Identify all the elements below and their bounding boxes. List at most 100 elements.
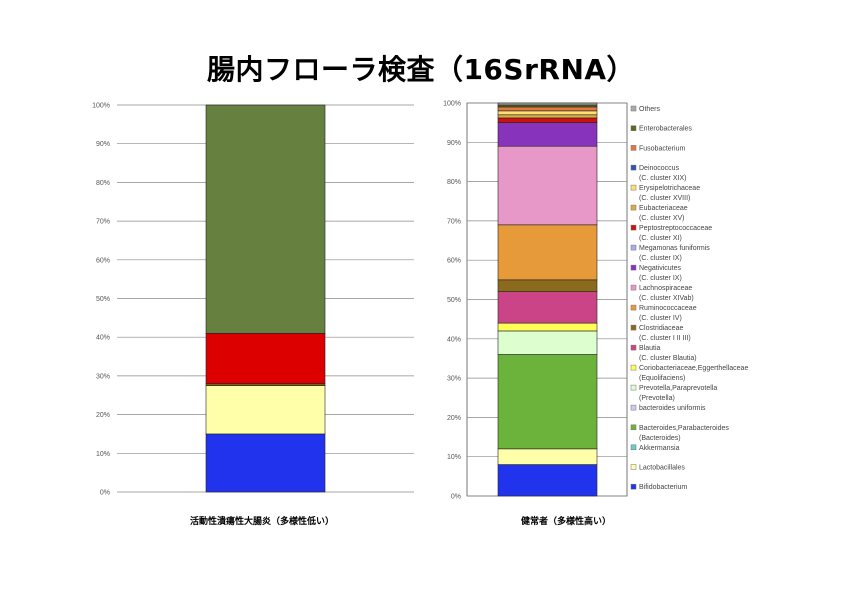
legend-label: Lactobacillales (639, 465, 685, 472)
y-tick-label: 10% (96, 451, 110, 458)
legend-label: Bifidobacterium (639, 484, 687, 491)
bar-segment (497, 114, 598, 119)
y-tick-label: 30% (447, 376, 461, 383)
legend-label: (Prevotella) (639, 395, 675, 402)
legend-label: (C. cluster IX) (639, 275, 682, 282)
legend-entry: Enterobacterales (630, 125, 692, 133)
legend-label: (C. cluster IX) (639, 255, 682, 262)
legend-entry: Blautia (C. cluster Blautia) (630, 344, 697, 362)
legend-entry: Lachnospiraceae (C. cluster XIVab) (630, 284, 694, 302)
bar-segment (497, 322, 598, 332)
y-tick-label: 60% (96, 257, 110, 264)
legend-swatch (630, 204, 637, 211)
legend-label: bacteroides uniformis (639, 405, 706, 412)
legend-swatch (630, 404, 637, 411)
legend-label: (C. cluster XI) (639, 235, 682, 242)
legend-swatch (630, 424, 637, 431)
y-tick-label: 70% (96, 219, 110, 226)
y-tick-label: 100% (92, 103, 110, 110)
legend-label: Negativicutes (639, 265, 682, 272)
bar-segment (497, 224, 598, 281)
y-tick-label: 90% (447, 140, 461, 147)
bar-segment (497, 145, 598, 226)
legend-entry: Eubacteriaceae (C. cluster XV) (630, 204, 688, 222)
legend-entry: Others (630, 105, 661, 113)
bar-segment (497, 117, 598, 123)
legend-entry: Prevotella,Paraprevotella (Prevotella) (630, 384, 717, 402)
legend-swatch (630, 344, 637, 351)
y-tick-label: 0% (100, 490, 110, 497)
legend-label: (C. cluster XIVab) (639, 295, 694, 302)
bar-segment (205, 333, 326, 384)
chart-healthy: 0% 10% 20% 30% 40% 50% 60% 70% 80% 90% 100% 健常者（多様性… (443, 101, 748, 528)
legend-label: Akkermansia (639, 445, 680, 452)
bar-segment (497, 106, 598, 112)
y-tick-label: 80% (447, 179, 461, 186)
y-tick-label: 70% (447, 218, 461, 225)
legend-label: Clostridiaceae (639, 325, 683, 332)
legend-swatch (630, 483, 637, 490)
bar-segment (497, 448, 598, 465)
bar-segment (497, 122, 598, 147)
legend-label: Blautia (639, 345, 661, 352)
legend-label: (Bacteroides) (639, 435, 681, 442)
legend-entry: Fusobacterium (630, 145, 685, 152)
legend-label: Peptostreptococcaceae (639, 225, 712, 232)
y-tick-label: 20% (447, 415, 461, 422)
bar-segment (497, 464, 598, 497)
y-tick-label: 80% (96, 180, 110, 187)
bar-segment (205, 104, 326, 334)
legend-label: (Equolifaciens) (639, 375, 685, 382)
legend-label: Ruminococcaceae (639, 305, 697, 312)
legend-entry: Peptostreptococcaceae (C. cluster XI) (630, 224, 712, 242)
legend-label: (C. cluster IV) (639, 315, 682, 322)
legend-swatch (630, 264, 637, 271)
legend-swatch (630, 324, 637, 331)
y-tick-label: 30% (96, 373, 110, 380)
page-title: 腸内フローラ検査（16SrRNA） (206, 53, 636, 86)
legend-label: (C. cluster XIX) (639, 175, 686, 182)
chart-caption: 健常者（多様性高い） (521, 515, 611, 527)
legend-swatch (630, 284, 637, 291)
bar-segment (497, 102, 598, 106)
legend-label: (C. cluster Blautia) (639, 355, 697, 362)
legend-label: (C. cluster I II III) (639, 335, 691, 342)
y-tick-label: 40% (447, 336, 461, 343)
legend-entry: Deinococcus (C. cluster XIX) (630, 164, 686, 182)
legend-entry: Ruminococcaceae (C. cluster IV) (630, 304, 697, 322)
y-tick-label: 50% (96, 296, 110, 303)
legend-swatch (630, 145, 637, 151)
legend-entry: Negativicutes (C. cluster IX) (630, 264, 682, 282)
legend-label: Lachnospiraceae (639, 285, 692, 292)
bar-segment (497, 279, 598, 292)
legend-entry: bacteroides uniformis (630, 404, 706, 412)
legend-label: Prevotella,Paraprevotella (639, 385, 717, 392)
bar-segment (497, 110, 598, 116)
bar-segment (205, 433, 326, 493)
legend-label: Coriobacteriaceae,Eggerthellaceae (639, 365, 748, 372)
legend: Others Enterobacterales Fusobacterium Deino… (630, 105, 748, 491)
legend-label: (C. cluster XV) (639, 215, 685, 222)
legend-swatch (630, 244, 637, 251)
legend-swatch (630, 444, 637, 451)
legend-swatch (630, 184, 637, 191)
legend-entry: Bifidobacterium (630, 483, 687, 491)
legend-swatch (630, 384, 637, 391)
y-tick-label: 40% (96, 335, 110, 342)
legend-label: Enterobacterales (639, 126, 692, 133)
legend-entry: Akkermansia (630, 444, 680, 452)
legend-entry: Clostridiaceae (C. cluster I II III) (630, 324, 691, 342)
legend-swatch (630, 105, 637, 112)
bar-segment (497, 291, 598, 324)
bar-segment (497, 330, 598, 355)
chart-caption: 活動性潰瘍性大腸炎（多様性低い） (190, 515, 334, 527)
bar-segment (497, 354, 598, 450)
y-tick-label: 90% (96, 141, 110, 148)
legend-label: Deinococcus (639, 165, 680, 172)
legend-entry: Coriobacteriaceae,Eggerthellaceae (Equoli… (630, 364, 748, 382)
legend-label: Others (639, 106, 661, 113)
legend-swatch (630, 125, 637, 131)
y-tick-label: 60% (447, 258, 461, 265)
legend-entry: Bacteroides,Parabacteroides (Bacteroides) (630, 424, 729, 442)
